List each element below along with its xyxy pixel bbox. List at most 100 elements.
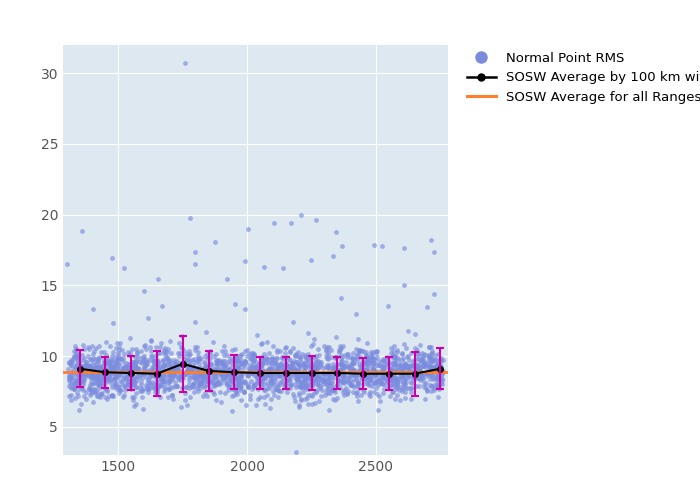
Point (377, 365, 388, 373)
Point (121, 376, 132, 384)
Point (432, 360, 443, 368)
Point (254, 362, 265, 370)
Point (433, 383, 444, 391)
Point (241, 346, 253, 354)
Point (353, 335, 364, 343)
Point (93, 370, 104, 378)
Point (230, 374, 241, 382)
Point (403, 366, 414, 374)
Point (356, 368, 368, 376)
Point (92, 371, 103, 379)
Point (155, 362, 167, 370)
Point (287, 359, 298, 367)
Point (338, 361, 349, 369)
Point (304, 374, 315, 382)
Point (125, 365, 136, 373)
Point (122, 365, 133, 373)
Point (113, 343, 125, 351)
Point (71, 346, 82, 354)
Point (224, 368, 235, 376)
Point (426, 342, 437, 350)
Point (209, 352, 220, 360)
Point (429, 371, 440, 379)
Point (303, 361, 314, 369)
Point (181, 383, 192, 391)
Point (217, 376, 228, 384)
Point (272, 365, 284, 373)
Point (306, 353, 317, 361)
Point (361, 379, 372, 387)
Point (277, 354, 288, 362)
Point (306, 363, 317, 371)
Point (309, 376, 320, 384)
Point (199, 389, 211, 397)
Point (410, 356, 421, 364)
Point (153, 374, 164, 382)
Point (153, 358, 164, 366)
Point (104, 372, 115, 380)
Point (399, 394, 410, 402)
Point (368, 360, 379, 368)
Point (176, 366, 187, 374)
Point (310, 388, 321, 396)
Point (149, 360, 160, 368)
Point (146, 370, 157, 378)
Point (99, 374, 111, 382)
Point (346, 354, 358, 362)
Point (73, 358, 84, 366)
Point (89, 388, 100, 396)
Point (127, 362, 139, 370)
Point (128, 376, 139, 384)
Point (328, 386, 339, 394)
Point (103, 376, 114, 384)
Point (266, 378, 277, 386)
Point (349, 370, 360, 378)
Point (334, 346, 345, 354)
Point (252, 385, 263, 393)
Point (265, 365, 276, 373)
Point (147, 354, 158, 362)
Point (425, 352, 436, 360)
Point (230, 378, 241, 386)
Point (95, 379, 106, 387)
Point (378, 364, 389, 372)
Point (368, 369, 379, 377)
Point (217, 356, 228, 364)
Point (363, 370, 374, 378)
Point (146, 372, 157, 380)
Point (213, 370, 224, 378)
Point (226, 346, 237, 354)
Point (220, 378, 232, 386)
Point (99, 376, 110, 384)
Point (83, 366, 94, 374)
Point (110, 372, 121, 380)
Point (369, 370, 380, 378)
Point (273, 386, 284, 394)
Point (199, 370, 211, 378)
Point (306, 358, 317, 366)
Point (360, 366, 371, 374)
Point (97, 375, 108, 383)
Point (361, 340, 372, 347)
Point (114, 364, 125, 372)
Point (312, 386, 323, 394)
Point (414, 364, 426, 372)
Point (306, 378, 317, 386)
Point (320, 372, 331, 380)
Point (144, 379, 155, 387)
Point (122, 372, 134, 380)
Point (433, 370, 444, 378)
Point (274, 362, 286, 370)
Point (251, 374, 262, 382)
Point (351, 388, 362, 396)
Point (130, 364, 141, 372)
Point (336, 361, 347, 369)
Point (251, 365, 262, 373)
Point (259, 386, 270, 394)
Point (353, 378, 364, 386)
Point (289, 373, 300, 381)
Point (351, 375, 362, 383)
Point (329, 364, 340, 372)
Point (258, 350, 270, 358)
Point (113, 349, 124, 357)
